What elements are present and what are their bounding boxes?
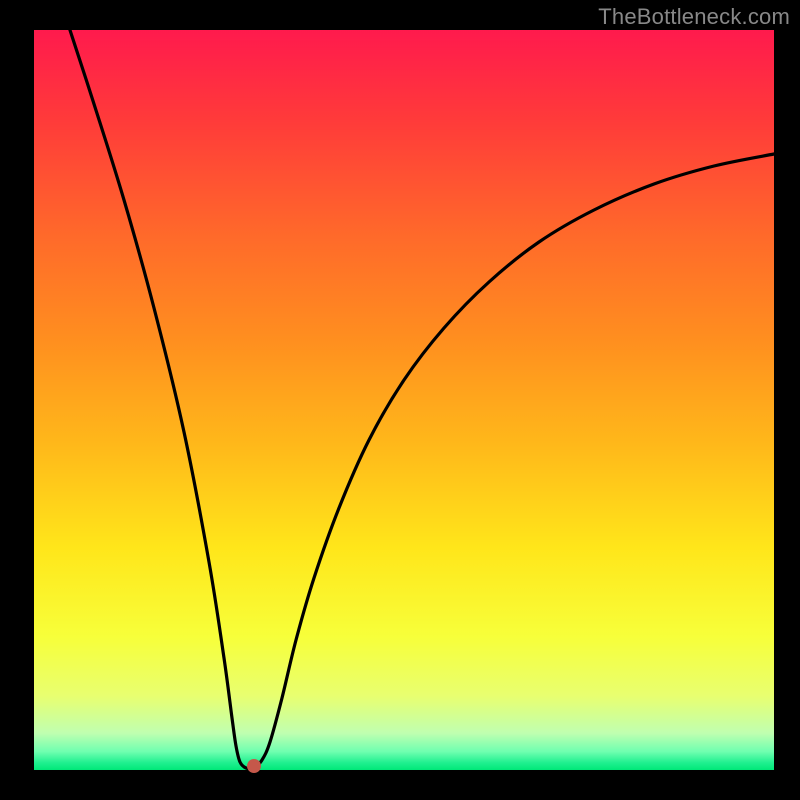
chart-plot-area — [34, 30, 774, 770]
bottleneck-curve — [34, 30, 774, 770]
watermark-text: TheBottleneck.com — [598, 4, 790, 30]
optimal-point-marker — [247, 759, 261, 773]
